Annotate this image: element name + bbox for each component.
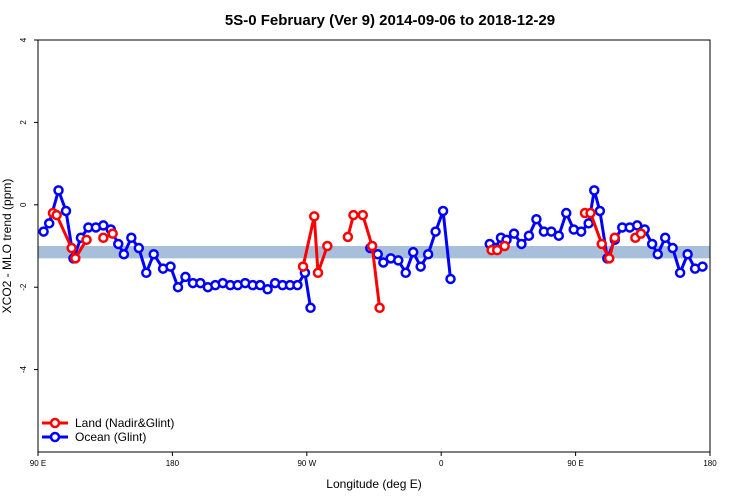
x-tick-label-3: 0	[439, 459, 444, 468]
series-1-point-0-36	[305, 302, 316, 314]
series-1-point-2-21	[631, 220, 643, 231]
series-1-point-1-10	[437, 205, 449, 217]
series-1-point-2-7	[531, 213, 542, 225]
series-1-point-2-13	[575, 226, 587, 237]
series-1-point-0-30	[262, 284, 273, 295]
series-1-point-1-8	[422, 248, 434, 260]
series-0-point-2-0	[297, 261, 309, 272]
series-1-point-2-30	[697, 261, 708, 272]
x-tick-label-4: 90 E	[567, 459, 583, 468]
legend: Land (Nadir&Glint)Ocean (Glint)	[42, 416, 174, 444]
series-0-point-0-2	[66, 242, 77, 254]
series-0-point-4-4	[609, 232, 621, 244]
series-0	[47, 207, 647, 314]
series-0-point-3-0	[342, 231, 354, 243]
series-0-point-3-1	[348, 209, 359, 221]
series-0-point-2-3	[322, 240, 333, 252]
legend-marker-1	[49, 431, 61, 443]
series-1-point-1-9	[430, 226, 441, 237]
series-1-point-0-19	[180, 271, 191, 283]
series-1-point-2-6	[523, 230, 535, 241]
legend-label-1: Ocean (Glint)	[75, 430, 146, 444]
series-0-line-3	[346, 213, 382, 308]
series-1-point-0-12	[126, 232, 137, 244]
plot-frame	[37, 39, 711, 453]
series-1-point-2-26	[667, 242, 678, 254]
y-tick-label-2: 0	[19, 202, 28, 207]
series-1-point-0-10	[113, 238, 124, 250]
series-0-point-4-1	[585, 207, 596, 219]
series-0-point-2-1	[309, 211, 320, 222]
series-0-point-2-2	[312, 267, 324, 279]
y-axis-label: XCO2 - MLO trend (ppm)	[0, 179, 14, 314]
series-1-point-2-11	[561, 207, 572, 219]
series-0-point-1-1	[107, 228, 118, 239]
series-1-point-2-27	[674, 267, 686, 279]
series-1-point-0-3	[60, 205, 72, 217]
series-1-point-1-4	[393, 255, 404, 266]
series-1-point-1-6	[407, 246, 419, 258]
x-axis: 90 E 180 90 W 0 90 E 180	[30, 452, 717, 468]
series-1-point-1-2	[378, 257, 389, 268]
series-1-point-0-2	[53, 185, 64, 196]
series-1-point-2-28	[682, 248, 693, 260]
series-1-point-2-5	[516, 238, 527, 250]
x-tick-label-2: 90 W	[297, 459, 316, 468]
series-0-point-6-1	[491, 244, 503, 256]
series-1-point-2-9	[546, 226, 557, 237]
y-tick-label-1: 2	[19, 120, 28, 125]
x-tick-label-0: 90 E	[30, 459, 46, 468]
series-1-point-0-29	[254, 279, 266, 291]
series-0-point-4-2	[596, 238, 607, 250]
series-1-point-2-16	[594, 205, 606, 217]
series-1-point-0-18	[172, 281, 184, 293]
y-tick-label-3: -2	[19, 283, 28, 291]
series-1-point-2-24	[652, 248, 663, 260]
series-1-point-1-5	[400, 267, 411, 279]
series-0-point-0-4	[81, 234, 92, 246]
series-0-point-5-1	[635, 228, 647, 239]
series-1-point-0-11	[118, 248, 130, 260]
series-1-line-1	[369, 209, 453, 280]
y-tick-label-4: -4	[19, 365, 28, 373]
series-1-point-2-10	[553, 230, 565, 241]
series-1-point-0-21	[195, 277, 206, 289]
series-1-point-0-34	[292, 279, 303, 291]
series-1-point-0-14	[141, 267, 152, 279]
series-1-point-1-7	[415, 261, 426, 272]
series-0-point-3-2	[357, 209, 369, 221]
legend-marker-0	[49, 417, 61, 429]
series-1-point-0-15	[148, 248, 159, 260]
x-tick-label-1: 180	[166, 459, 180, 468]
series-layer	[38, 185, 708, 314]
chart-title: 5S-0 February (Ver 9) 2014-09-06 to 2018…	[225, 12, 555, 29]
series-0-point-3-3	[366, 240, 378, 252]
series-1-point-2-4	[508, 228, 520, 239]
series-1-point-2-14	[583, 218, 594, 229]
x-axis-label: Longitude (deg E)	[326, 477, 421, 491]
legend-label-0: Land (Nadir&Glint)	[75, 416, 174, 430]
series-0-line-2	[301, 214, 329, 275]
series-1-point-0-13	[133, 242, 145, 254]
y-tick-label-0: 4	[19, 37, 28, 42]
series-0-point-0-1	[51, 209, 62, 221]
series-0-point-1-0	[98, 232, 109, 244]
series-1-point-0-1	[43, 218, 55, 229]
y-axis: 4 2 0 -2 -4	[19, 37, 38, 373]
series-1-point-0-17	[165, 261, 176, 272]
series-1-point-2-25	[659, 232, 671, 244]
series-0-point-3-4	[374, 302, 385, 314]
series-0-point-4-3	[603, 253, 615, 264]
series-1-point-2-15	[589, 185, 600, 196]
series-0-point-6-2	[499, 240, 510, 252]
series-1-point-0-8	[98, 220, 109, 231]
x-tick-label-5: 180	[703, 459, 717, 468]
series-0-point-0-3	[70, 253, 81, 264]
series-1-point-2-23	[646, 238, 658, 250]
series-1-point-0-0	[38, 226, 49, 237]
series-1-point-1-11	[445, 273, 456, 285]
